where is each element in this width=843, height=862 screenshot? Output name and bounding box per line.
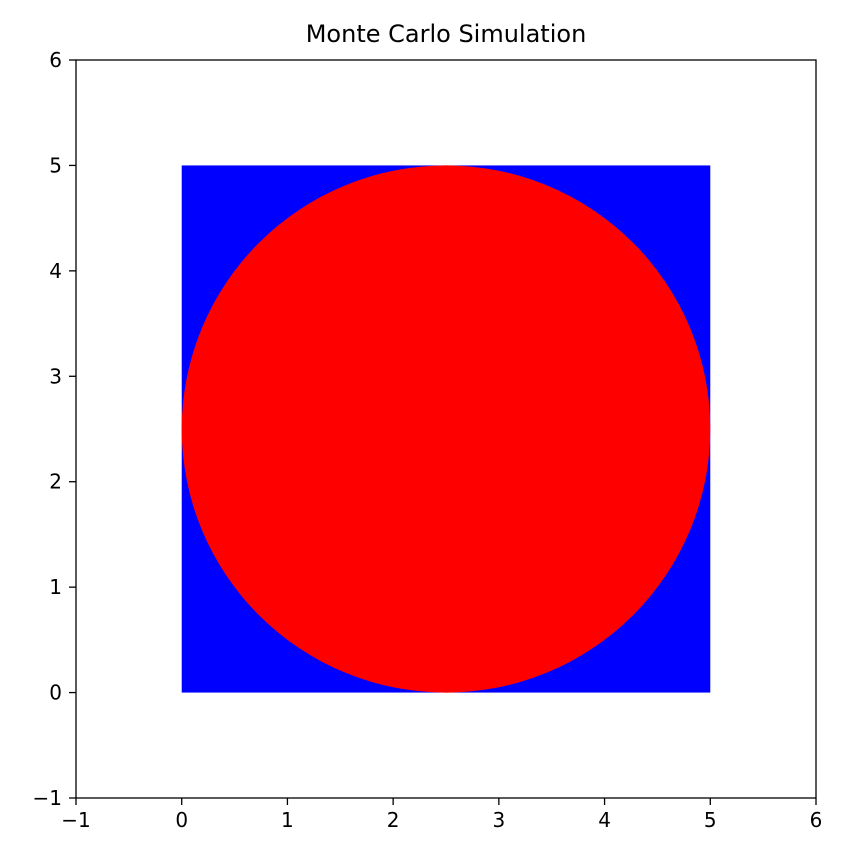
y-tick-label: 3 xyxy=(49,364,62,388)
x-tick-label: 1 xyxy=(281,808,294,832)
plot-data xyxy=(181,165,711,693)
x-tick-label: 5 xyxy=(704,808,717,832)
x-tick-label: 2 xyxy=(387,808,400,832)
x-tick-label: 3 xyxy=(492,808,505,832)
chart-title: Monte Carlo Simulation xyxy=(306,20,587,48)
y-tick-label: 1 xyxy=(49,575,62,599)
plot-frame xyxy=(75,59,817,799)
circle-points xyxy=(181,165,711,693)
y-tick-label: 0 xyxy=(49,681,62,705)
axes: −1 0 1 2 3 4 5 6 −1 0 1 2 3 4 5 6 xyxy=(33,48,823,832)
x-tick-label: 0 xyxy=(175,808,188,832)
y-tick-label: 6 xyxy=(49,48,62,72)
y-tick-label: 2 xyxy=(49,470,62,494)
y-tick-label: 4 xyxy=(49,259,62,283)
x-tick-label: 4 xyxy=(598,808,611,832)
y-tick-label: −1 xyxy=(33,786,62,810)
y-tick-label: 5 xyxy=(49,153,62,177)
x-tick-label: 6 xyxy=(810,808,823,832)
x-tick-label: −1 xyxy=(61,808,90,832)
